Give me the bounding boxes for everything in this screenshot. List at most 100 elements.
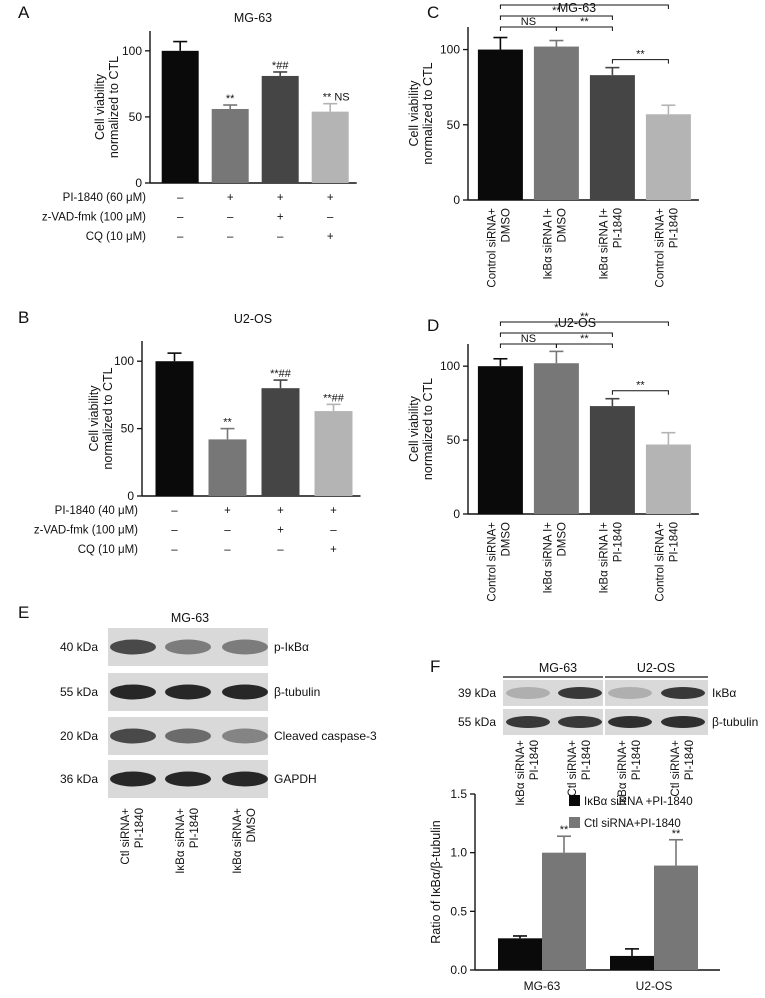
y-axis-label: Cell viability xyxy=(93,73,107,140)
x-tick-label: U2-OS xyxy=(636,979,673,993)
lane-label: PI-1840 xyxy=(631,740,643,780)
bar xyxy=(589,406,635,514)
lane-label: PI-1840 xyxy=(134,808,146,848)
y-axis-label: Cell viability xyxy=(87,385,101,452)
lane-label: IκBα siRNA+ xyxy=(515,740,527,806)
bracket-label: NS xyxy=(521,333,536,345)
significance-bracket xyxy=(611,59,669,64)
panel-f-blot: F MG-63 U2-OS 39 kDa IκBα 55 kDa β-tubulin IκBα… xyxy=(430,657,758,806)
lane-label: Ctl siRNA+ xyxy=(120,808,132,865)
blot-band xyxy=(165,728,211,744)
panel-d: D U2-OS Cell viability normalized to CTL 0 50… xyxy=(407,311,699,602)
panel-label: F xyxy=(430,657,440,676)
lane-label: PI-1840 xyxy=(684,740,696,780)
lane-label: IκBα siRNA+ xyxy=(232,808,244,874)
category-label: Control siRNA+ xyxy=(486,208,498,288)
kda-label: 39 kDa xyxy=(458,686,496,700)
condition-mark: – xyxy=(171,525,178,537)
category-label: IκBα siRNA I+ xyxy=(598,522,610,594)
category-label: PI-1840 xyxy=(612,208,624,248)
protein-label: GAPDH xyxy=(274,772,317,786)
y-tick-label: 100 xyxy=(122,44,142,58)
lane-label: IκBα siRNA+ xyxy=(175,808,187,874)
significance-bracket xyxy=(555,343,613,348)
protein-label: Cleaved caspase-3 xyxy=(274,729,377,743)
y-axis-label: normalized to CTL xyxy=(421,378,435,480)
y-axis-label: Ratio of IκBα/β-tubulin xyxy=(429,820,443,944)
legend-swatch xyxy=(569,817,580,828)
condition-mark: – xyxy=(177,231,184,243)
lane-label: PI-1840 xyxy=(529,740,541,780)
significance-label: ** xyxy=(226,93,235,105)
chart-title: U2-OS xyxy=(234,312,272,326)
blot-band xyxy=(558,716,602,728)
x-tick-label: MG-63 xyxy=(524,979,561,993)
panel-label: A xyxy=(18,3,30,22)
bar xyxy=(498,938,542,970)
panel-label: E xyxy=(18,603,29,622)
panel-label: D xyxy=(427,316,439,335)
significance-bracket xyxy=(499,321,669,326)
category-label: DMSO xyxy=(556,208,568,243)
y-axis-label: Cell viability xyxy=(407,80,421,147)
category-label: PI-1840 xyxy=(668,208,680,248)
kda-label: 55 kDa xyxy=(60,685,98,699)
blot-band xyxy=(608,716,652,728)
condition-mark: + xyxy=(277,212,284,224)
condition-mark: – xyxy=(177,192,184,204)
blot-band xyxy=(165,771,211,787)
bar xyxy=(610,955,654,970)
condition-label: z-VAD-fmk (100 μM) xyxy=(42,212,146,224)
significance-bracket xyxy=(499,332,613,337)
y-tick-label: 50 xyxy=(121,422,135,436)
protein-label: β-tubulin xyxy=(274,685,320,699)
y-axis-label: normalized to CTL xyxy=(101,367,115,469)
bracket-label: ** xyxy=(636,380,645,392)
condition-label: CQ (10 μM) xyxy=(86,231,146,243)
group-label: U2-OS xyxy=(637,661,675,675)
blot-band xyxy=(222,728,268,744)
bracket-label: ** xyxy=(636,49,645,61)
y-tick-label: 100 xyxy=(114,354,134,368)
condition-mark: + xyxy=(224,505,231,517)
bar xyxy=(589,75,635,200)
significance-bracket xyxy=(499,4,669,9)
bracket-label: * xyxy=(554,322,559,334)
condition-mark: + xyxy=(277,525,284,537)
y-tick-label: 50 xyxy=(447,433,461,447)
bar xyxy=(311,111,349,183)
bracket-label: NS xyxy=(521,16,536,28)
bar xyxy=(155,361,194,496)
bar xyxy=(645,114,691,200)
panel-f-chart: 0.0 0.5 1.0 1.5 Ratio of IκBα/β-tubulin ** MG-… xyxy=(429,787,720,993)
category-label: DMSO xyxy=(500,522,512,557)
significance-bracket xyxy=(499,15,613,20)
significance-bracket xyxy=(611,390,669,395)
y-tick-label: 0.0 xyxy=(450,963,467,977)
condition-mark: – xyxy=(277,544,284,556)
condition-mark: + xyxy=(330,544,337,556)
significance-label: **## xyxy=(323,392,345,404)
condition-mark: – xyxy=(171,505,178,517)
condition-mark: + xyxy=(330,505,337,517)
bar xyxy=(261,75,299,183)
bar xyxy=(477,366,523,514)
y-axis-label: normalized to CTL xyxy=(421,62,435,164)
y-tick-label: 0 xyxy=(135,176,142,190)
panel-e: E MG-63 40 kDa p-IκBα 55 kDa β-tubulin 20 kDa C… xyxy=(18,603,377,874)
group-label: MG-63 xyxy=(539,661,577,675)
condition-mark: + xyxy=(327,192,334,204)
condition-label: CQ (10 μM) xyxy=(78,544,138,556)
significance-label: *## xyxy=(272,60,289,72)
y-tick-label: 100 xyxy=(440,43,460,57)
bar xyxy=(208,439,247,496)
bar xyxy=(477,49,523,200)
blot-band xyxy=(165,639,211,655)
significance-label: ** NS xyxy=(323,92,350,104)
bar xyxy=(645,444,691,514)
lane-label: PI-1840 xyxy=(581,740,593,780)
panel-label: B xyxy=(18,308,29,327)
category-label: DMSO xyxy=(556,522,568,557)
protein-label: β-tubulin xyxy=(712,715,758,729)
